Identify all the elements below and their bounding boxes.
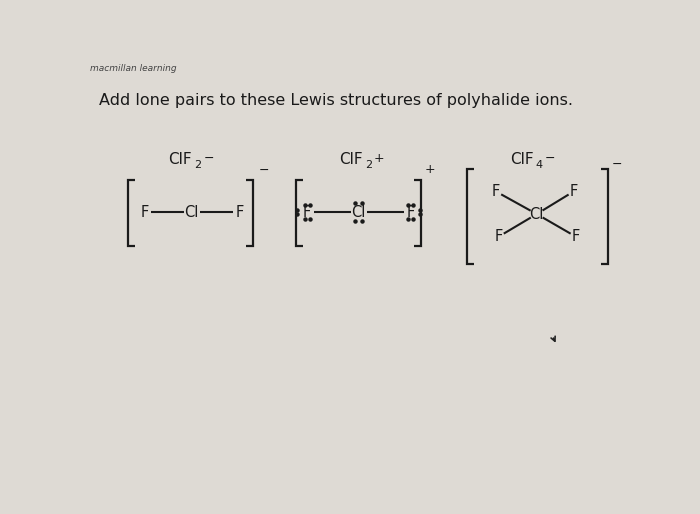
Text: ClF: ClF <box>168 152 192 167</box>
Text: F: F <box>406 205 414 219</box>
Text: Add lone pairs to these Lewis structures of polyhalide ions.: Add lone pairs to these Lewis structures… <box>99 94 573 108</box>
Text: 2: 2 <box>365 160 372 170</box>
Text: ClF: ClF <box>510 152 533 167</box>
Text: ClF: ClF <box>339 152 363 167</box>
Text: −: − <box>203 152 214 164</box>
Text: 4: 4 <box>536 160 543 170</box>
Text: −: − <box>545 152 556 164</box>
Text: F: F <box>140 205 148 219</box>
Text: F: F <box>570 184 578 199</box>
Text: Cl: Cl <box>529 207 544 222</box>
Text: macmillan learning: macmillan learning <box>90 64 177 74</box>
Text: Cl: Cl <box>185 205 199 219</box>
Text: 2: 2 <box>194 160 201 170</box>
Text: Cl: Cl <box>351 205 366 219</box>
Text: +: + <box>425 163 435 176</box>
Text: F: F <box>303 205 312 219</box>
Text: F: F <box>495 229 503 244</box>
Text: +: + <box>374 152 385 164</box>
Text: −: − <box>258 163 269 176</box>
Text: F: F <box>235 205 244 219</box>
Text: F: F <box>572 229 580 244</box>
Text: F: F <box>492 184 500 199</box>
Text: −: − <box>612 157 622 171</box>
